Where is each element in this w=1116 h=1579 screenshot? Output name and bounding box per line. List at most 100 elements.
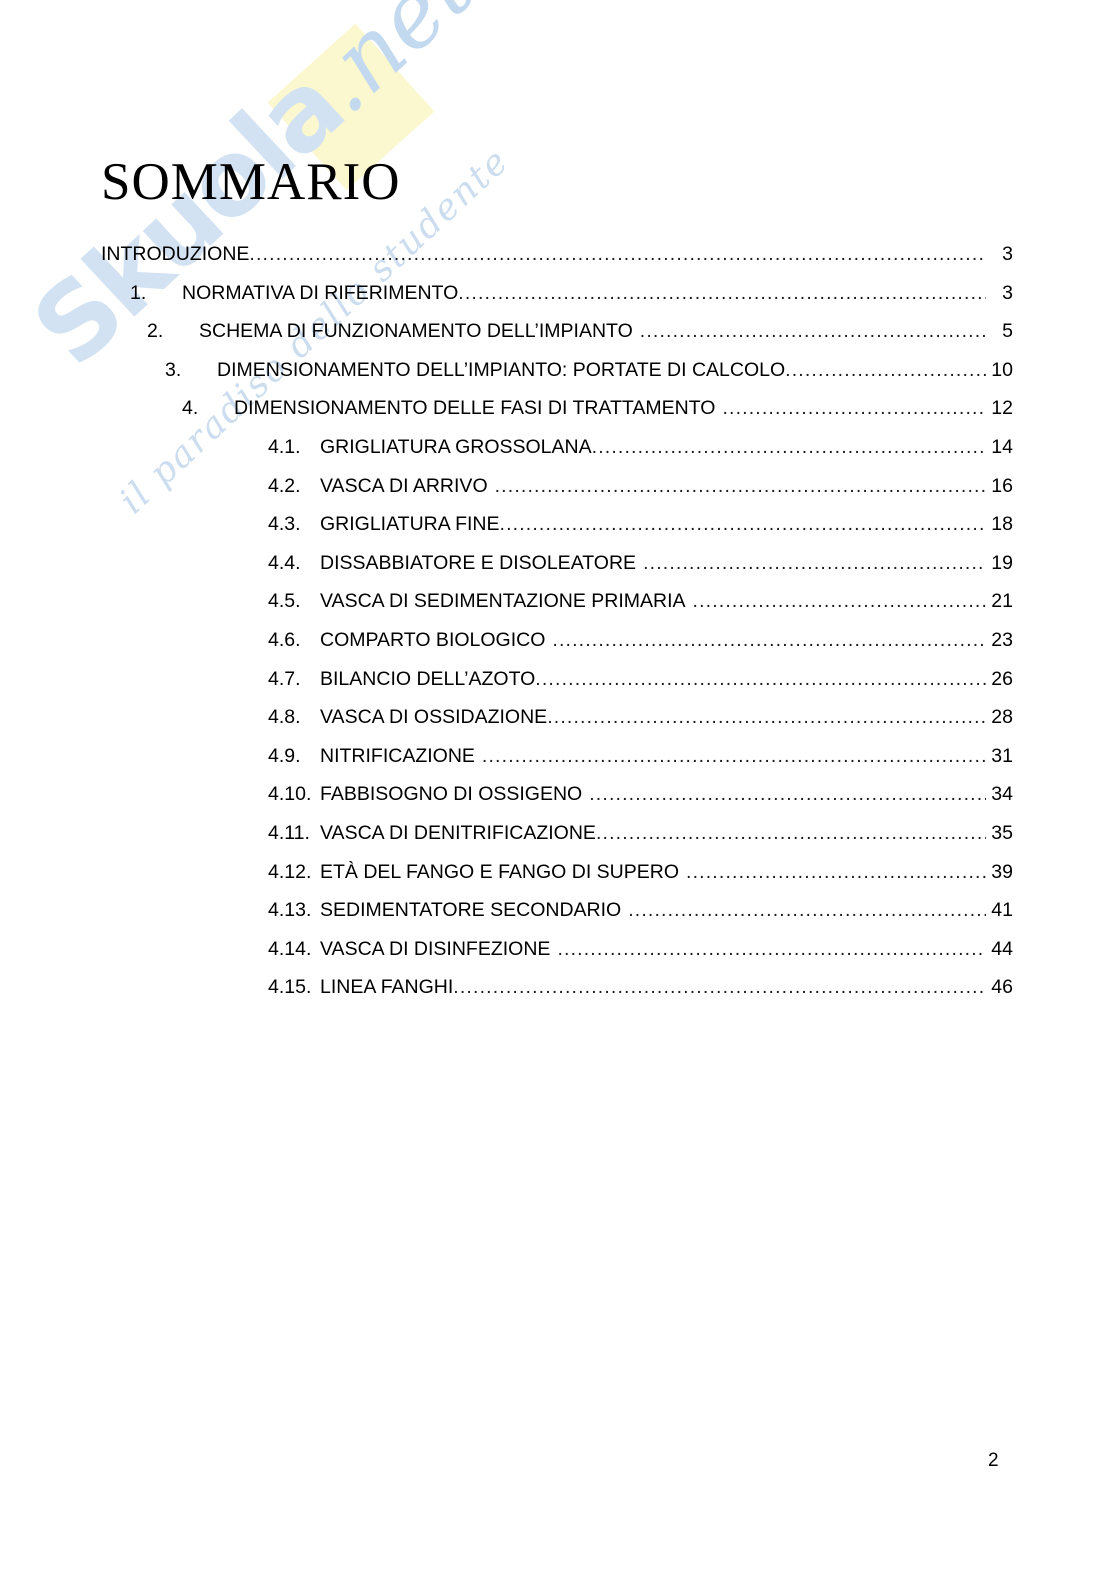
- toc-dot-leader: [686, 861, 986, 881]
- toc-dot-leader: [592, 436, 986, 456]
- toc-entry-label: DISSABBIATORE E DISOLEATORE: [320, 551, 637, 574]
- toc-entry-label: VASCA DI DISINFEZIONE: [320, 937, 551, 960]
- toc-dot-leader: [640, 320, 986, 340]
- toc-entry-page: 41: [991, 899, 1013, 922]
- toc-dot-leader: [589, 783, 986, 803]
- toc-entry[interactable]: 4.4. DISSABBIATORE E DISOLEATORE 19: [101, 552, 1013, 591]
- toc-dot-leader: [643, 552, 986, 572]
- toc-entry-label: DIMENSIONAMENTO DELLE FASI DI TRATTAMENT…: [234, 397, 716, 420]
- toc-entry-number: 4.6.: [268, 628, 301, 651]
- toc-entry-label: GRIGLIATURA FINE: [320, 513, 500, 536]
- toc-entry-page: 12: [991, 397, 1013, 420]
- toc-entry-number: 4.7.: [268, 667, 301, 690]
- toc-entry[interactable]: 4.8. VASCA DI OSSIDAZIONE 28: [101, 706, 1013, 745]
- toc-entry[interactable]: 4.7. BILANCIO DELL’AZOTO 26: [101, 668, 1013, 707]
- toc-dot-leader: [557, 938, 986, 958]
- toc-entry-number: 4.13.: [268, 899, 312, 922]
- toc-entry-page: 23: [991, 628, 1013, 651]
- toc-dot-leader: [628, 899, 986, 919]
- toc-dot-leader: [693, 590, 986, 610]
- toc-entry-page: 14: [991, 435, 1013, 458]
- toc-entry[interactable]: 4.13. SEDIMENTATORE SECONDARIO 41: [101, 899, 1013, 938]
- toc-entry[interactable]: 4.9. NITRIFICAZIONE 31: [101, 745, 1013, 784]
- toc-entry-label: ETÀ DEL FANGO E FANGO DI SUPERO: [320, 860, 680, 883]
- toc-entry-label: VASCA DI OSSIDAZIONE: [320, 706, 548, 729]
- toc-entry-number: 4.5.: [268, 590, 301, 613]
- toc-entry-page: 3: [1002, 243, 1013, 265]
- toc-entry[interactable]: 4.11. VASCA DI DENITRIFICAZIONE 35: [101, 822, 1013, 861]
- toc-entry-label: VASCA DI DENITRIFICAZIONE: [320, 821, 596, 844]
- toc-dot-leader: [552, 629, 986, 649]
- toc-entry-label: GRIGLIATURA GROSSOLANA: [320, 435, 592, 458]
- toc-entry-page: 31: [991, 744, 1013, 767]
- table-of-contents: INTRODUZIONE 3 1. NORMATIVA DI RIFERIMENTO 3…: [101, 243, 1013, 1015]
- toc-entry-label: NITRIFICAZIONE: [320, 744, 475, 767]
- toc-entry-number: 4.3.: [268, 513, 301, 536]
- toc-entry-label: LINEA FANGHI: [320, 976, 454, 999]
- toc-entry[interactable]: 4.5. VASCA DI SEDIMENTAZIONE PRIMARIA 21: [101, 590, 1013, 629]
- toc-entry[interactable]: 3. DIMENSIONAMENTO DELL’IMPIANTO: PORTATE…: [101, 359, 1013, 398]
- toc-entry-label: INTRODUZIONE: [101, 243, 250, 265]
- toc-entry-number: 4.8.: [268, 706, 301, 729]
- toc-entry-label: DIMENSIONAMENTO DELL’IMPIANTO: PORTATE D…: [217, 358, 786, 381]
- toc-dot-leader: [453, 976, 986, 996]
- toc-entry-number: 4.14.: [268, 937, 312, 960]
- toc-entry[interactable]: 4.2. VASCA DI ARRIVO 16: [101, 475, 1013, 514]
- toc-entry[interactable]: 2. SCHEMA DI FUNZIONAMENTO DELL’IMPIANTO 5: [101, 320, 1013, 359]
- toc-dot-leader: [458, 282, 986, 302]
- toc-entry[interactable]: 4. DIMENSIONAMENTO DELLE FASI DI TRATTAME…: [101, 397, 1013, 436]
- toc-entry-label: VASCA DI SEDIMENTAZIONE PRIMARIA: [320, 590, 686, 613]
- toc-entry-number: 4.1.: [268, 435, 301, 458]
- page-number: 2: [988, 1450, 999, 1471]
- toc-entry-page: 35: [991, 821, 1013, 844]
- toc-dot-leader: [722, 397, 986, 417]
- toc-entry-number: 4.10.: [268, 783, 312, 806]
- toc-entry-label: SEDIMENTATORE SECONDARIO: [320, 899, 622, 922]
- toc-dot-leader: [249, 243, 986, 263]
- toc-entry[interactable]: 4.1. GRIGLIATURA GROSSOLANA 14: [101, 436, 1013, 475]
- toc-entry-page: 39: [991, 860, 1013, 883]
- toc-entry-label: BILANCIO DELL’AZOTO: [320, 667, 536, 690]
- toc-entry[interactable]: INTRODUZIONE 3: [101, 243, 1013, 282]
- toc-dot-leader: [547, 706, 986, 726]
- toc-entry-page: 26: [991, 667, 1013, 690]
- toc-entry-page: 28: [991, 706, 1013, 729]
- toc-entry-page: 10: [991, 358, 1013, 381]
- toc-entry-number: 2.: [147, 320, 164, 343]
- toc-entry-number: 3.: [165, 358, 182, 381]
- toc-entry[interactable]: 4.6. COMPARTO BIOLOGICO 23: [101, 629, 1013, 668]
- toc-entry[interactable]: 4.10. FABBISOGNO DI OSSIGENO 34: [101, 783, 1013, 822]
- toc-entry-page: 44: [991, 937, 1013, 960]
- toc-entry-page: 46: [991, 976, 1013, 999]
- toc-entry[interactable]: 4.15. LINEA FANGHI 46: [101, 976, 1013, 1015]
- toc-entry-number: 4.15.: [268, 976, 312, 999]
- toc-entry-page: 19: [991, 551, 1013, 574]
- toc-entry[interactable]: 4.12. ETÀ DEL FANGO E FANGO DI SUPERO 39: [101, 861, 1013, 900]
- toc-entry-number: 4.2.: [268, 474, 301, 497]
- toc-dot-leader: [500, 513, 987, 533]
- toc-entry-page: 18: [991, 513, 1013, 536]
- toc-entry-label: VASCA DI ARRIVO: [320, 474, 488, 497]
- toc-entry-page: 5: [1002, 320, 1013, 343]
- toc-entry-page: 16: [991, 474, 1013, 497]
- toc-entry-page: 34: [991, 783, 1013, 806]
- toc-entry-number: 4.9.: [268, 744, 301, 767]
- toc-dot-leader: [785, 359, 986, 379]
- toc-entry[interactable]: 4.3. GRIGLIATURA FINE 18: [101, 513, 1013, 552]
- toc-entry-number: 4.11.: [268, 821, 310, 844]
- toc-entry-number: 4.: [182, 397, 199, 420]
- toc-dot-leader: [495, 475, 986, 495]
- toc-entry[interactable]: 4.14. VASCA DI DISINFEZIONE 44: [101, 938, 1013, 977]
- toc-entry-label: COMPARTO BIOLOGICO: [320, 628, 546, 651]
- toc-dot-leader: [482, 745, 986, 765]
- toc-entry-page: 21: [991, 590, 1013, 613]
- toc-entry-number: 1.: [130, 281, 147, 304]
- toc-dot-leader: [535, 668, 986, 688]
- toc-entry-number: 4.4.: [268, 551, 301, 574]
- toc-entry[interactable]: 1. NORMATIVA DI RIFERIMENTO 3: [101, 282, 1013, 321]
- toc-dot-leader: [596, 822, 986, 842]
- toc-entry-number: 4.12.: [268, 860, 312, 883]
- toc-entry-label: SCHEMA DI FUNZIONAMENTO DELL’IMPIANTO: [199, 320, 633, 343]
